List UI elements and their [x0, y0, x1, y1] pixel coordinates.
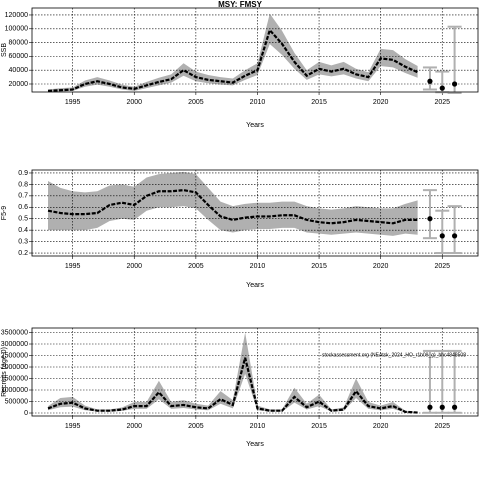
y-tick-label: 2000000	[1, 364, 28, 371]
confidence-band	[48, 171, 418, 236]
y-tick-label: 0.7	[18, 193, 28, 200]
confidence-band	[48, 13, 418, 93]
forecast-point	[427, 404, 433, 410]
y-tick-label: 60000	[9, 53, 29, 60]
forecast-point	[439, 85, 445, 91]
y-tick-label: 100000	[5, 26, 28, 33]
confidence-band	[48, 332, 418, 413]
y-axis-label: F5-9	[1, 206, 8, 221]
x-tick-label: 2025	[434, 263, 450, 270]
y-tick-label: 3000000	[1, 341, 28, 348]
forecast-point	[427, 216, 433, 222]
x-tick-label: 2020	[373, 263, 389, 270]
y-tick-label: 0	[24, 410, 28, 417]
forecast-point	[451, 233, 458, 239]
x-tick-label: 2005	[188, 99, 204, 106]
x-axis-label: Years	[246, 441, 264, 448]
y-tick-label: 0.5	[18, 216, 28, 223]
plot-frame	[31, 169, 479, 257]
y-tick-label: 2500000	[1, 352, 28, 359]
x-tick-label: 1995	[65, 99, 81, 106]
chart-title: MSY: FMSY	[218, 0, 263, 9]
y-tick-label: 0.3	[18, 238, 28, 245]
x-tick-label: 1995	[65, 263, 81, 270]
forecast-point	[427, 78, 433, 84]
annotation: stockassessment.org (NEAtsk_2024_HO_r1b0…	[322, 352, 466, 358]
y-tick-label: 500000	[5, 398, 28, 405]
x-tick-label: 2010	[250, 99, 266, 106]
y-tick-label: 0.2	[18, 250, 28, 257]
x-tick-label: 2005	[188, 423, 204, 430]
forecast-point	[439, 404, 445, 410]
y-tick-label: 0.4	[18, 227, 28, 234]
x-tick-label: 2000	[126, 263, 142, 270]
y-tick-label: 20000	[9, 81, 29, 88]
y-tick-label: 1000000	[1, 387, 28, 394]
x-tick-label: 2000	[126, 423, 142, 430]
plot-frame	[31, 7, 479, 93]
x-tick-label: 2010	[250, 423, 266, 430]
x-tick-label: 2000	[126, 99, 142, 106]
x-tick-label: 2015	[311, 263, 327, 270]
y-tick-label: 120000	[5, 12, 28, 19]
x-tick-label: 1995	[65, 423, 81, 430]
y-axis-label: Recruits (age 0)	[1, 347, 8, 397]
x-tick-label: 2025	[434, 423, 450, 430]
x-axis-label: Years	[246, 122, 264, 129]
x-tick-label: 2010	[250, 263, 266, 270]
x-tick-label: 2025	[434, 99, 450, 106]
y-tick-label: 0.8	[18, 181, 28, 188]
x-tick-label: 2020	[373, 99, 389, 106]
y-tick-label: 80000	[9, 39, 29, 46]
y-tick-label: 0.9	[18, 170, 28, 177]
forecast-point	[439, 233, 445, 239]
forecast-point	[451, 404, 458, 410]
estimate-line	[47, 357, 418, 414]
x-tick-label: 2015	[311, 423, 327, 430]
y-axis-label: SSB	[1, 43, 8, 57]
forecast-point	[451, 81, 458, 87]
plot-frame	[31, 327, 479, 417]
y-tick-label: 3500000	[1, 329, 28, 336]
x-tick-label: 2015	[311, 99, 327, 106]
x-tick-label: 2020	[373, 423, 389, 430]
y-tick-label: 1500000	[1, 375, 28, 382]
y-tick-label: 0.6	[18, 204, 28, 211]
x-tick-label: 2005	[188, 263, 204, 270]
x-axis-label: Years	[246, 282, 264, 289]
y-tick-label: 40000	[9, 67, 29, 74]
estimate-line	[47, 189, 418, 225]
estimate-line	[47, 27, 419, 92]
